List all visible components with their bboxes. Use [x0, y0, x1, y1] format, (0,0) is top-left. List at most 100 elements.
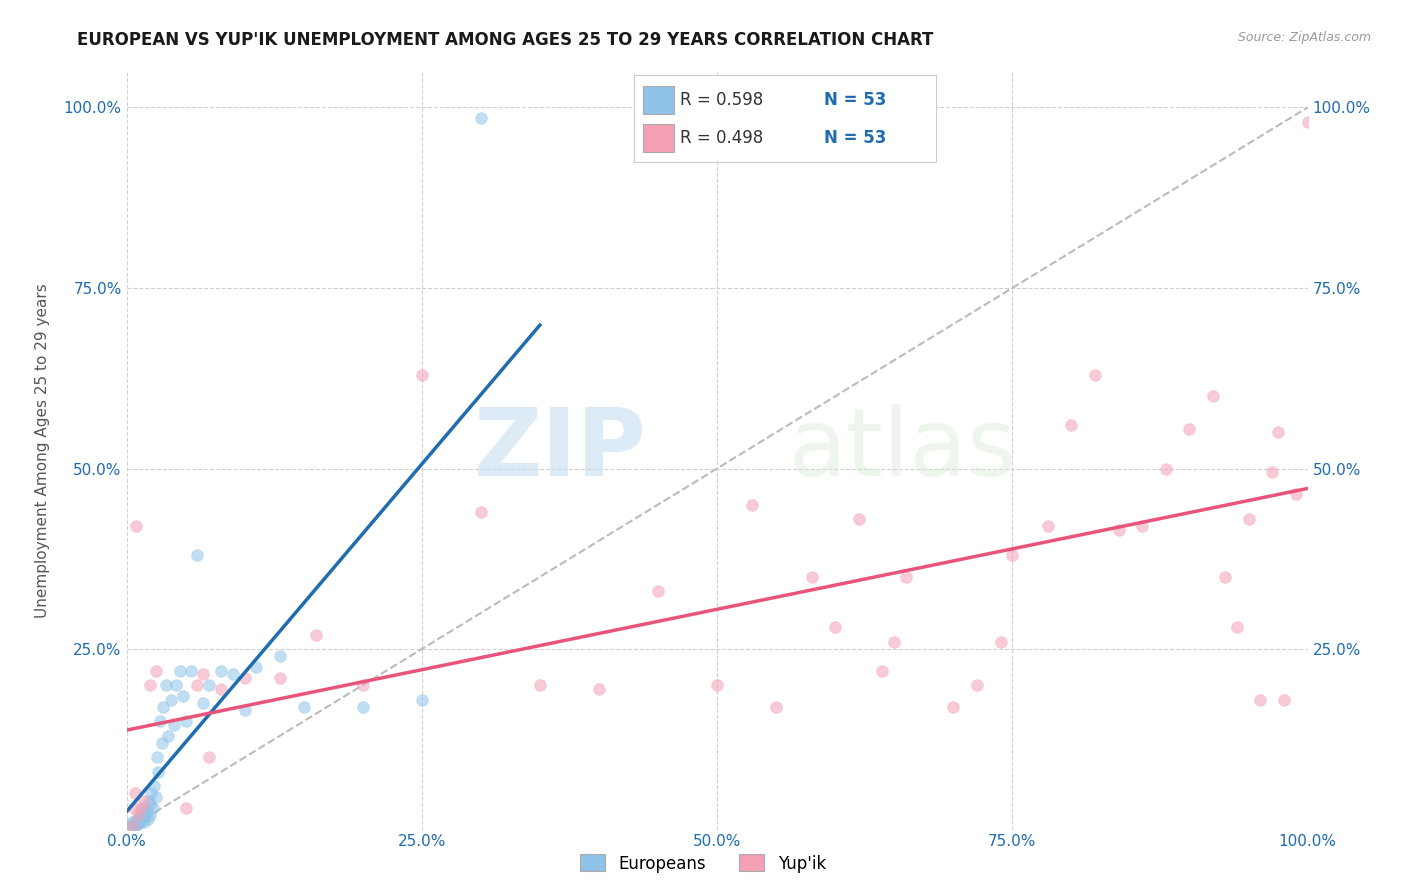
Point [124, 818, 146, 832]
Point [136, 812, 159, 826]
Point [1154, 461, 1177, 475]
Point [1272, 692, 1295, 706]
Point [148, 764, 170, 779]
Legend: Europeans, Yup'ik: Europeans, Yup'ik [574, 847, 832, 880]
Point [150, 736, 173, 750]
Point [894, 570, 917, 584]
Text: Source: ZipAtlas.com: Source: ZipAtlas.com [1237, 31, 1371, 45]
Point [1249, 692, 1271, 706]
Point [942, 699, 965, 714]
Point [193, 696, 215, 710]
Point [209, 664, 232, 678]
Point [127, 808, 149, 822]
Point [174, 714, 197, 729]
Point [304, 627, 326, 641]
Point [222, 667, 245, 681]
Point [1213, 570, 1236, 584]
Point [198, 678, 221, 692]
Point [163, 718, 186, 732]
Y-axis label: Unemployment Among Ages 25 to 29 years: Unemployment Among Ages 25 to 29 years [35, 283, 49, 618]
Point [128, 815, 150, 830]
Point [269, 649, 291, 664]
Point [125, 519, 148, 533]
Point [269, 671, 291, 685]
Point [129, 814, 152, 828]
Text: ZIP: ZIP [474, 404, 647, 497]
Point [706, 678, 728, 692]
Point [141, 801, 163, 815]
Point [352, 678, 374, 692]
Point [292, 699, 315, 714]
Point [872, 664, 894, 678]
Point [245, 660, 267, 674]
Point [134, 808, 156, 822]
Point [165, 678, 187, 692]
Point [186, 678, 208, 692]
Point [125, 814, 148, 828]
Point [1237, 512, 1260, 526]
Point [198, 750, 221, 764]
Point [129, 808, 152, 822]
Point [588, 681, 610, 696]
Point [883, 635, 905, 649]
Point [145, 664, 167, 678]
Point [1226, 620, 1249, 634]
Point [134, 801, 156, 815]
Point [233, 671, 256, 685]
Point [127, 812, 149, 826]
Point [1060, 418, 1083, 433]
Point [647, 584, 669, 599]
Point [1285, 487, 1308, 501]
Point [134, 794, 156, 808]
Point [155, 678, 177, 692]
Point [1267, 425, 1289, 440]
Point [122, 801, 145, 815]
Point [121, 819, 143, 833]
Point [186, 548, 208, 562]
Point [138, 794, 160, 808]
Point [233, 703, 256, 717]
Point [470, 112, 492, 126]
Point [824, 620, 846, 634]
Point [160, 692, 183, 706]
Point [135, 805, 157, 819]
Point [139, 678, 162, 692]
Point [411, 368, 433, 382]
Text: EUROPEAN VS YUP'IK UNEMPLOYMENT AMONG AGES 25 TO 29 YEARS CORRELATION CHART: EUROPEAN VS YUP'IK UNEMPLOYMENT AMONG AG… [77, 31, 934, 49]
Point [131, 812, 153, 826]
Point [174, 801, 197, 815]
Point [141, 787, 163, 801]
Point [132, 809, 155, 823]
Point [121, 817, 143, 831]
Point [193, 667, 215, 681]
Point [127, 815, 149, 830]
Point [411, 692, 433, 706]
Point [1036, 519, 1059, 533]
Point [1202, 389, 1225, 403]
Point [124, 787, 146, 801]
Point [990, 635, 1012, 649]
Point [1001, 548, 1024, 562]
Point [134, 815, 156, 830]
Point [131, 805, 153, 819]
Point [149, 714, 172, 729]
Point [121, 819, 143, 833]
Point [145, 790, 167, 805]
Point [125, 817, 148, 831]
Text: atlas: atlas [787, 404, 1017, 497]
Point [146, 750, 169, 764]
Point [741, 498, 763, 512]
Point [129, 801, 152, 815]
Point [848, 512, 870, 526]
Point [1130, 519, 1153, 533]
Point [139, 808, 162, 822]
Point [1084, 368, 1107, 382]
Point [966, 678, 988, 692]
Point [121, 815, 143, 830]
Point [1261, 465, 1284, 479]
Point [1178, 422, 1201, 436]
Point [1296, 115, 1319, 129]
Point [1108, 523, 1130, 537]
Point [152, 699, 174, 714]
Point [209, 681, 232, 696]
